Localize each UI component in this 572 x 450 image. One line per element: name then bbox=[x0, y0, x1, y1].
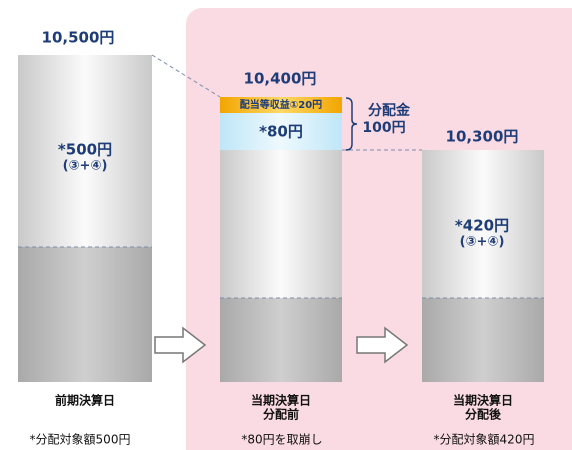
column-upper bbox=[18, 55, 152, 247]
note: *500円 bbox=[58, 141, 112, 159]
footnote: *80円を取崩し bbox=[241, 433, 322, 447]
arrow bbox=[154, 326, 207, 364]
distribution-amount: 100円 bbox=[362, 120, 405, 136]
amount: 10,400円 bbox=[244, 70, 317, 88]
date-label: 分配後 bbox=[465, 407, 502, 422]
column-upper bbox=[220, 150, 342, 298]
column-upper bbox=[422, 150, 544, 298]
column-lower bbox=[422, 298, 544, 382]
income-band bbox=[220, 97, 342, 113]
footnote: *分配対象額420円 bbox=[434, 433, 535, 447]
capital-label: *80円 bbox=[259, 123, 303, 141]
arrow bbox=[356, 326, 409, 364]
brace bbox=[345, 97, 358, 151]
date-label: 分配前 bbox=[263, 407, 299, 422]
note: *420円 bbox=[455, 217, 509, 235]
capital-band bbox=[220, 113, 342, 150]
date-label: 前期決算日 bbox=[55, 393, 115, 408]
income-label: 配当等収益①20円 bbox=[240, 98, 322, 111]
distribution-label: 分配金 bbox=[368, 102, 411, 119]
column-lower bbox=[220, 298, 342, 382]
date-label: 当期決算日 bbox=[251, 393, 311, 408]
connector bbox=[151, 54, 221, 98]
footnote: *分配対象額500円 bbox=[30, 433, 131, 447]
column-lower bbox=[18, 247, 152, 382]
note: (③+④) bbox=[460, 235, 505, 250]
note: (③+④) bbox=[63, 159, 108, 174]
amount: 10,500円 bbox=[42, 29, 115, 47]
date-label: 当期決算日 bbox=[453, 393, 513, 408]
amount: 10,300円 bbox=[446, 128, 519, 146]
